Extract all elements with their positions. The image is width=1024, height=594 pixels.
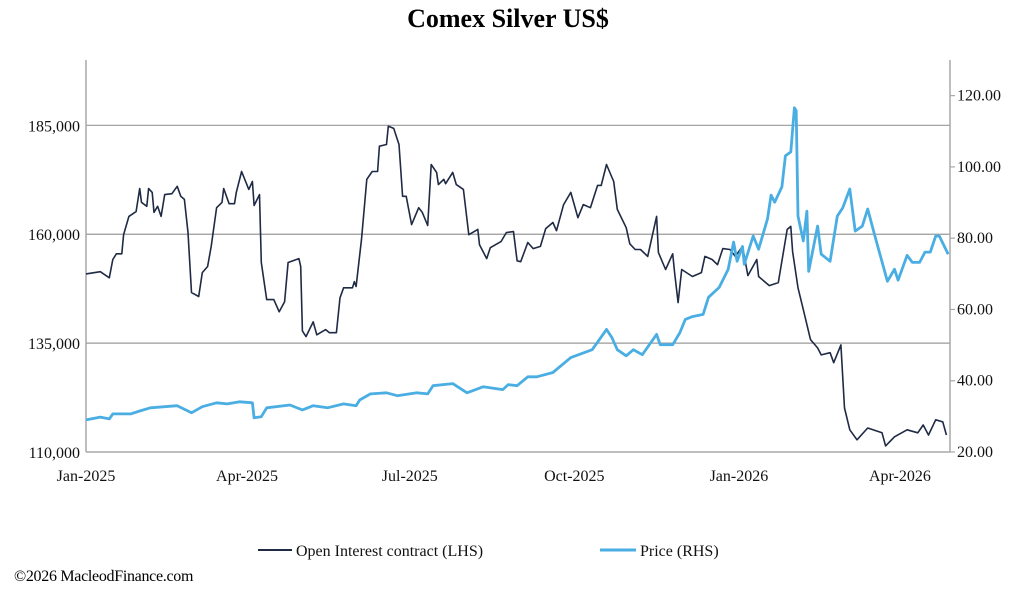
x-tick-label: Jul-2025 [382, 468, 438, 485]
x-tick-label: Oct-2025 [544, 468, 604, 485]
series-group [85, 106, 950, 447]
x-tick-label: Apr-2026 [869, 468, 931, 485]
gridlines [86, 124, 950, 344]
copyright-text: ©2026 MacleodFinance.com [14, 568, 194, 585]
y-left-tick-label: 135,000 [28, 336, 80, 353]
legend-label-open-interest: Open Interest contract (LHS) [296, 543, 483, 560]
y-right-tick-label: 40.00 [957, 373, 993, 390]
price-line [85, 106, 950, 422]
y-right-tick-label: 20.00 [957, 444, 993, 461]
legend: Open Interest contract (LHS) Price (RHS) [258, 543, 719, 560]
y-right-tick-label: 60.00 [957, 301, 993, 318]
x-tick-label: Jan-2025 [57, 468, 116, 485]
y-left-tick-label: 160,000 [28, 227, 80, 244]
chart-title: Comex Silver US$ [407, 4, 609, 33]
y-left-tick-label: 110,000 [29, 445, 80, 462]
x-tick-label: Jan-2026 [710, 468, 769, 485]
y-right-tick-label: 100.00 [957, 159, 1001, 176]
x-tick-label: Apr-2025 [216, 468, 278, 485]
axes: 110,000 135,000 160,000 185,000 20.00 40.00 60… [28, 60, 1001, 485]
y-right-tick-label: 80.00 [957, 230, 993, 247]
legend-label-price: Price (RHS) [640, 543, 719, 560]
y-right-tick-label: 120.00 [957, 88, 1001, 105]
open-interest-line [85, 125, 948, 447]
y-left-tick-label: 185,000 [28, 118, 80, 135]
